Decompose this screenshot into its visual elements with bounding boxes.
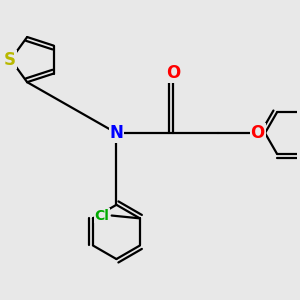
Text: Cl: Cl xyxy=(94,208,110,223)
Text: O: O xyxy=(166,64,180,82)
Text: S: S xyxy=(4,51,16,69)
Text: O: O xyxy=(250,124,265,142)
Text: N: N xyxy=(110,124,123,142)
